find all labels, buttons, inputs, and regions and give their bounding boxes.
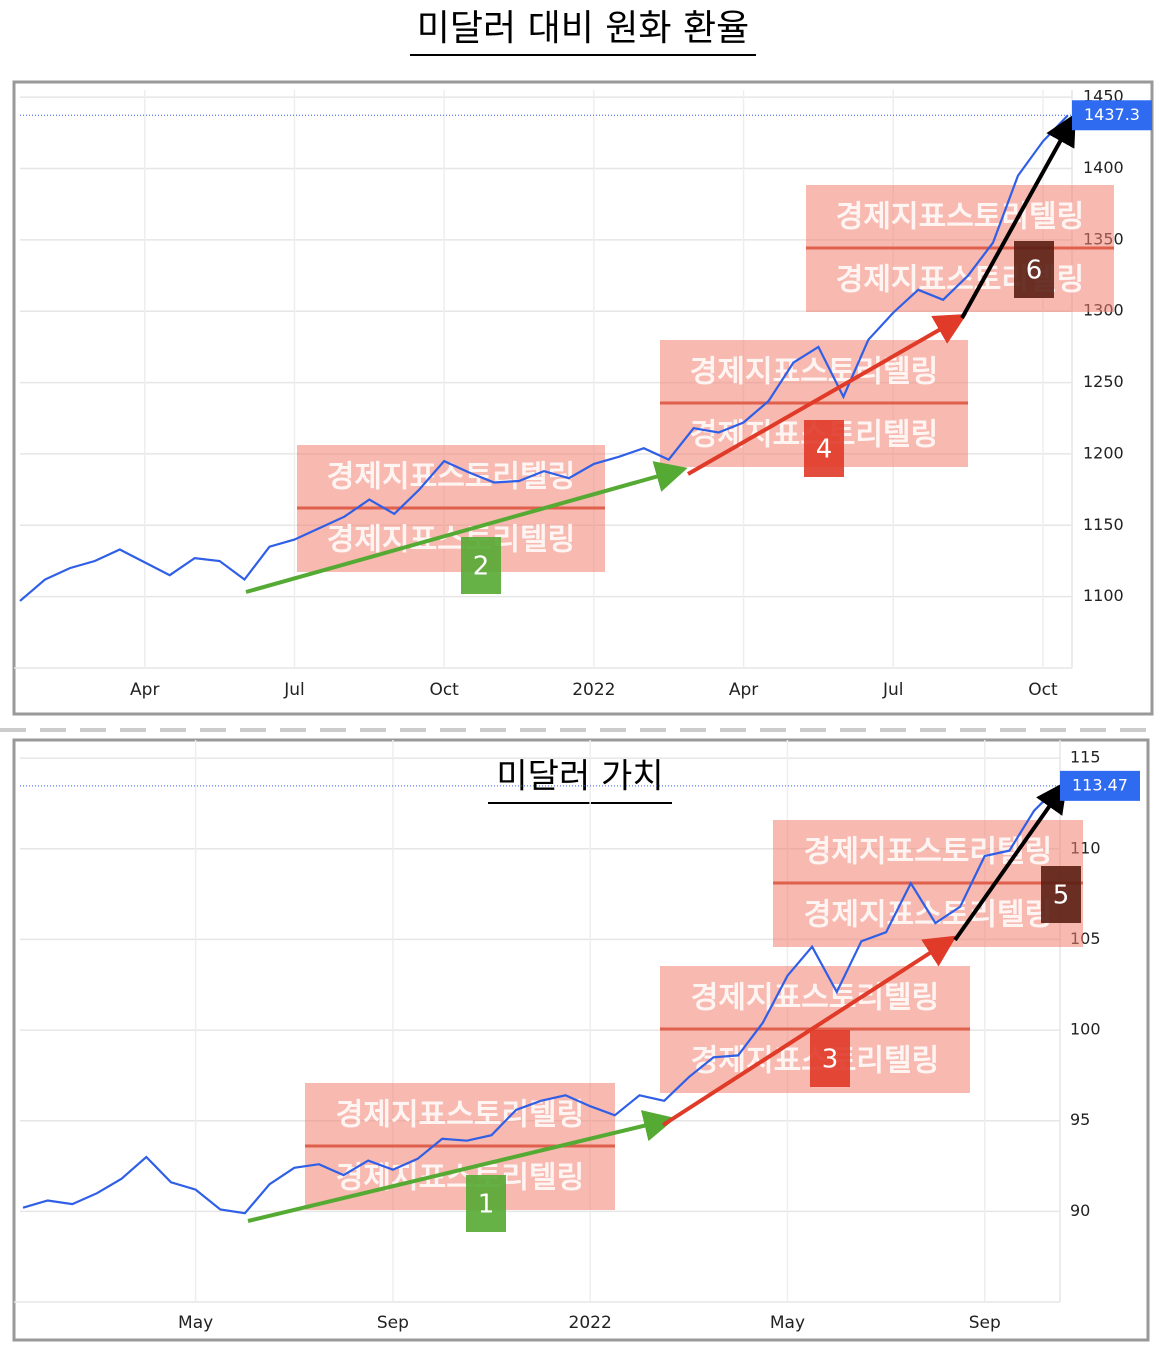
marker-label: 1 <box>478 1190 495 1220</box>
y-tick-label: 100 <box>1070 1020 1101 1039</box>
x-tick-label: 2022 <box>569 1313 612 1333</box>
chart-title: 미달러 가치 <box>496 757 663 797</box>
watermark: 경제지표스토리텔링 <box>336 1098 584 1133</box>
x-tick-label: Apr <box>729 680 758 700</box>
trend-arrow <box>245 461 688 594</box>
marker-box <box>1014 241 1054 298</box>
chart-frame <box>12 738 1150 1342</box>
x-tick-label: May <box>178 1313 213 1333</box>
marker-label: 2 <box>473 552 490 582</box>
marker-box <box>1041 866 1081 923</box>
x-tick-label: 2022 <box>572 680 615 700</box>
watermark: 경제지표스토리텔링 <box>690 355 938 390</box>
marker-box <box>810 1030 850 1087</box>
y-tick-label: 115 <box>1070 748 1101 767</box>
y-tick-label: 90 <box>1070 1201 1090 1220</box>
x-tick-label: May <box>770 1313 805 1333</box>
x-tick-label: Sep <box>969 1313 1001 1333</box>
x-tick-label: Sep <box>377 1313 409 1333</box>
last-value-label: 1437.3 <box>1084 105 1140 124</box>
trend-arrow <box>661 935 957 1127</box>
marker-label: 4 <box>816 435 833 465</box>
y-tick-label: 1250 <box>1083 372 1124 391</box>
y-tick-label: 1100 <box>1083 586 1124 605</box>
data-line <box>22 785 1060 1215</box>
watermark: 경제지표스토리텔링 <box>836 200 1084 235</box>
x-tick-label: Oct <box>1028 680 1058 700</box>
last-value-badge <box>1060 770 1140 801</box>
chart-frame <box>12 80 1154 716</box>
y-tick-label: 1400 <box>1083 158 1124 177</box>
y-tick-label: 95 <box>1070 1110 1090 1129</box>
watermark: 경제지표스토리텔링 <box>327 523 575 558</box>
marker-label: 3 <box>822 1045 839 1075</box>
last-value-badge <box>1072 100 1152 131</box>
trend-arrow <box>247 1110 676 1223</box>
charts: 미달러 대비 원화 환율1100115012001250130013501400… <box>14 8 1152 1333</box>
marker-box <box>461 537 501 594</box>
marker-label: 5 <box>1053 881 1070 911</box>
x-tick-label: Jul <box>882 680 904 700</box>
y-tick-label: 1200 <box>1083 443 1124 462</box>
y-tick-label: 1150 <box>1083 515 1124 534</box>
x-tick-label: Apr <box>130 680 159 700</box>
chart-title: 미달러 대비 원화 환율 <box>417 8 749 49</box>
trend-arrow <box>953 780 1068 942</box>
marker-label: 6 <box>1026 256 1043 286</box>
watermark: 경제지표스토리텔링 <box>691 981 939 1016</box>
watermark: 경제지표스토리텔링 <box>804 898 1052 933</box>
x-tick-label: Jul <box>283 680 305 700</box>
trend-arrow <box>687 314 967 476</box>
trend-arrow <box>960 113 1076 319</box>
data-line <box>19 114 1069 602</box>
x-tick-label: Oct <box>429 680 459 700</box>
marker-box <box>466 1175 506 1232</box>
marker-box <box>804 420 844 477</box>
last-value-label: 113.47 <box>1072 775 1128 794</box>
